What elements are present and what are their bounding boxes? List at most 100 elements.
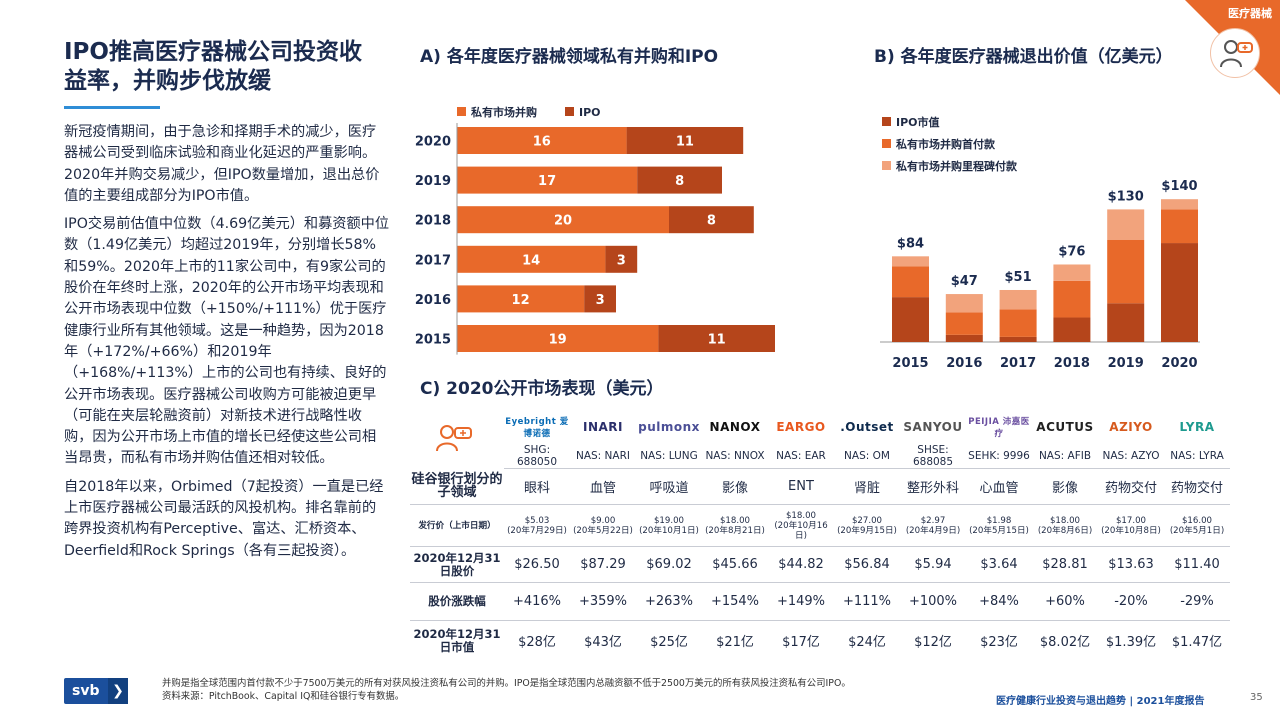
issue-date: (20年4月9日) xyxy=(905,525,961,536)
company-subsector: 心血管 xyxy=(966,468,1032,505)
bar-segment xyxy=(945,294,983,313)
company-price: $87.29 xyxy=(570,546,636,583)
company-subsector: 眼科 xyxy=(504,468,570,505)
chart-a-title: A) 各年度医疗器械领域私有并购和IPO xyxy=(420,47,719,67)
company-ticker: SEHK: 9996 xyxy=(966,444,1032,469)
company-logo-cell: NANOX xyxy=(702,410,768,444)
company-logo: ACUTUS xyxy=(1036,419,1094,434)
bar-segment xyxy=(1053,317,1091,342)
bar-segment xyxy=(1107,240,1145,304)
issue-date: (20年10月1日) xyxy=(639,525,699,536)
company-change: +154% xyxy=(702,582,768,621)
legend-swatch-2 xyxy=(882,161,891,170)
legend-label-1: IPO xyxy=(579,106,601,119)
x-tick-label: 2017 xyxy=(1000,356,1036,371)
chart-b-title: B) 各年度医疗器械退出价值（亿美元） xyxy=(874,47,1173,67)
company-change: +111% xyxy=(834,582,900,621)
issue-date: (20年9月15日) xyxy=(837,525,897,536)
company-issue: $9.00 (20年5月22日) xyxy=(570,504,636,547)
svb-logo-text: svb xyxy=(72,683,100,699)
body-paragraph-2: IPO交易前估值中位数（4.69亿美元）和募资额中位数（1.49亿美元）均超过2… xyxy=(64,216,390,467)
change-row: 股价涨跌幅 +416% +359% +263% +154% +149% +111% +100… xyxy=(410,582,1230,621)
bar-segment xyxy=(945,312,983,335)
row-header-change: 股价涨跌幅 xyxy=(410,582,504,621)
y-tick-label: 2017 xyxy=(415,253,451,268)
company-price: $69.02 xyxy=(636,546,702,583)
logo-row: Eyebright 爱博诺德 INARI pulmonx NANOX EARGO .Out… xyxy=(410,410,1230,452)
company-logo: NANOX xyxy=(709,419,761,434)
report-title: 医疗健康行业投资与退出趋势 | 2021年度报告 xyxy=(996,696,1205,707)
ticker-row: SHG: 688050 NAS: NARI NAS: LUNG NAS: NNOX NA… xyxy=(410,444,1230,469)
company-issue: $19.00 (20年10月1日) xyxy=(636,504,702,547)
company-price: $13.63 xyxy=(1098,546,1164,583)
company-logo: pulmonx xyxy=(638,419,700,434)
data-label: 16 xyxy=(533,135,551,150)
company-ticker: SHG: 688050 xyxy=(504,444,570,469)
company-logo: AZIYO xyxy=(1109,419,1153,434)
company-market-cap: $8.02亿 xyxy=(1039,635,1091,651)
company-issue: $1.98 (20年5月15日) xyxy=(966,504,1032,547)
total-label: $76 xyxy=(1058,244,1085,259)
bar-segment xyxy=(892,297,929,342)
company-issue: $16.00 (20年5月1日) xyxy=(1164,504,1230,547)
issue-price-row: 发行价（上市日期） $5.03 (20年7月29日) $9.00 (20年5月22日)… xyxy=(410,504,1230,547)
market-cap-row: 2020年12月31日市值 $28亿 $43亿 $25亿 $21亿 $17亿 $24亿 $1… xyxy=(410,621,1230,661)
body-paragraph-1: 新冠疫情期间，由于急诊和择期手术的减少，医疗器械公司受到临床试验和商业化延迟的严… xyxy=(64,124,380,204)
legend-swatch-0 xyxy=(882,117,891,126)
company-logo: LYRA xyxy=(1179,419,1215,434)
issue-price: $17.00 xyxy=(1115,515,1147,526)
company-logo-cell: pulmonx xyxy=(636,410,702,444)
company-issue: $18.00 (20年8月21日) xyxy=(702,504,768,547)
x-tick-label: 2018 xyxy=(1054,356,1090,371)
bar-segment xyxy=(892,266,929,298)
table-corner-icon xyxy=(410,410,504,469)
company-logo: SANYOU xyxy=(903,419,963,434)
x-tick-label: 2020 xyxy=(1161,356,1197,371)
company-logo-cell: EARGO xyxy=(768,410,834,444)
body-paragraph-3: 自2018年以来，Orbimed（7起投资）一直是已经上市医疗器械公司最活跃的风… xyxy=(64,478,384,559)
price-row: 2020年12月31日股价 $26.50 $87.29 $69.02 $45.66 $4… xyxy=(410,546,1230,583)
issue-price: $19.00 xyxy=(653,515,685,526)
company-price: $56.84 xyxy=(834,546,900,583)
company-price: $11.40 xyxy=(1164,546,1230,583)
company-price: $5.94 xyxy=(900,546,966,583)
bar-segment xyxy=(605,245,638,273)
bar-segment xyxy=(892,256,929,267)
chevron-right-icon: ❯ xyxy=(108,678,128,704)
row-header-mcap: 2020年12月31日市值 xyxy=(413,626,501,654)
chart-c-title: C) 2020公开市场表现（美元） xyxy=(420,379,664,399)
company-market-cap: $43亿 xyxy=(584,635,622,651)
company-price: $44.82 xyxy=(768,546,834,583)
company-subsector: ENT xyxy=(768,468,834,505)
data-label: 17 xyxy=(538,174,556,189)
company-price: $45.66 xyxy=(702,546,768,583)
company-subsector: 药物交付 xyxy=(1098,468,1164,505)
company-change: +263% xyxy=(636,582,702,621)
data-label: 20 xyxy=(554,214,572,229)
bar-segment xyxy=(1107,303,1145,342)
issue-date: (20年5月15日) xyxy=(969,525,1029,536)
medical-device-icon xyxy=(1210,28,1260,78)
company-issue: $18.00 (20年10月16日) xyxy=(768,504,834,547)
company-change: +84% xyxy=(966,582,1032,621)
page-number: 35 xyxy=(1250,692,1263,703)
bar-segment xyxy=(584,285,616,313)
bar-segment xyxy=(1053,264,1091,281)
data-label: 11 xyxy=(676,135,694,150)
company-market-cap: $24亿 xyxy=(848,635,886,651)
legend-swatch-1 xyxy=(882,139,891,148)
data-label: 19 xyxy=(549,333,567,348)
company-subsector: 药物交付 xyxy=(1164,468,1230,505)
issue-date: (20年5月22日) xyxy=(573,525,633,536)
company-logo-cell: LYRA xyxy=(1164,410,1230,444)
y-tick-label: 2016 xyxy=(415,293,451,308)
total-label: $47 xyxy=(951,274,978,289)
row-header-price: 2020年12月31日股价 xyxy=(410,546,504,583)
company-logo-cell: Eyebright 爱博诺德 xyxy=(504,410,570,444)
bar-segment xyxy=(999,289,1037,310)
company-logo-cell: .Outset xyxy=(834,410,900,444)
x-tick-label: 2015 xyxy=(892,356,928,371)
company-subsector: 肾脏 xyxy=(834,468,900,505)
data-label: 8 xyxy=(675,174,684,189)
company-logo: Eyebright 爱博诺德 xyxy=(505,416,569,439)
